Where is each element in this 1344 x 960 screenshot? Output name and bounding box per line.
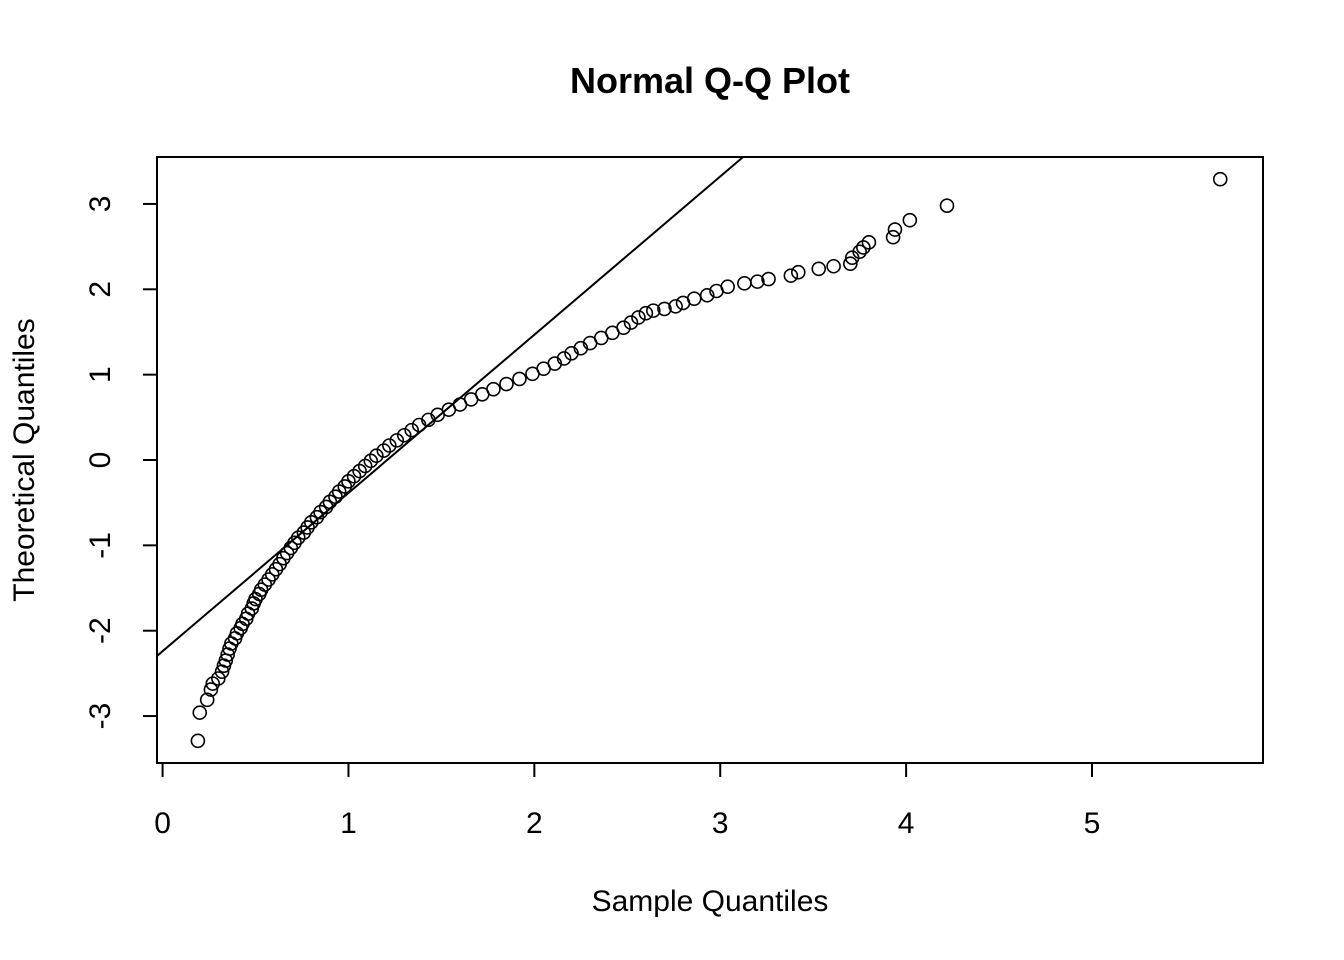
data-point <box>885 229 901 245</box>
y-axis: -3 -2 -1 0 1 2 3 <box>84 196 158 730</box>
data-point <box>192 705 208 720</box>
plot-frame <box>156 156 1264 764</box>
data-point <box>657 301 672 317</box>
x-tick-label: 1 <box>340 807 357 840</box>
data-point <box>638 305 654 321</box>
data-point <box>404 422 419 438</box>
data-point <box>616 320 631 336</box>
data-point <box>902 212 918 228</box>
data-point <box>499 376 514 392</box>
data-point <box>382 438 397 453</box>
x-tick-label: 4 <box>898 807 915 840</box>
data-point <box>939 198 955 213</box>
data-point <box>556 351 572 366</box>
chart-title: Normal Q-Q Plot <box>570 60 850 101</box>
x-tick-label: 2 <box>526 807 543 840</box>
data-point <box>203 682 219 697</box>
data-point <box>761 271 776 287</box>
data-point <box>396 427 412 443</box>
data-point <box>861 235 877 250</box>
x-axis: 0 1 2 3 4 5 <box>154 762 1101 840</box>
data-point <box>686 291 702 306</box>
data-point <box>389 433 405 448</box>
data-point <box>887 222 903 237</box>
y-tick-label: 1 <box>84 366 117 383</box>
data-point <box>750 274 765 289</box>
data-point <box>720 279 735 295</box>
data-point <box>346 468 362 484</box>
reference-line <box>156 156 744 657</box>
data-point <box>486 381 501 397</box>
data-point <box>852 244 867 260</box>
x-tick-label: 5 <box>1084 807 1101 840</box>
data-point <box>352 463 367 479</box>
x-axis-label: Sample Quantiles <box>592 885 829 918</box>
y-axis-label: Theoretical Quantiles <box>8 318 41 601</box>
data-point <box>811 261 827 277</box>
y-tick-label: 2 <box>84 281 117 298</box>
y-tick-label: -3 <box>84 703 117 730</box>
data-point <box>211 671 226 686</box>
data-point <box>190 733 206 749</box>
y-tick-label: 3 <box>84 196 117 213</box>
data-point <box>843 256 858 271</box>
data-point <box>512 371 527 387</box>
data-point <box>646 303 661 318</box>
y-tick-label: -2 <box>84 617 117 644</box>
data-point <box>369 448 384 464</box>
data-point <box>631 310 646 325</box>
y-tick-label: -1 <box>84 532 117 559</box>
data-point <box>783 268 799 283</box>
data-point <box>856 240 871 255</box>
data-point <box>737 276 752 291</box>
x-tick-label: 3 <box>712 807 729 840</box>
x-tick-label: 0 <box>154 807 171 840</box>
y-tick-label: 0 <box>84 452 117 469</box>
data-point <box>668 299 683 314</box>
data-point <box>357 458 373 474</box>
data-point <box>199 692 215 708</box>
data-point <box>790 264 806 280</box>
data-point <box>623 315 639 330</box>
data-point <box>826 258 841 274</box>
data-point <box>363 453 379 469</box>
data-point <box>699 287 715 303</box>
plot-area <box>156 156 1228 749</box>
data-point <box>1212 171 1228 187</box>
